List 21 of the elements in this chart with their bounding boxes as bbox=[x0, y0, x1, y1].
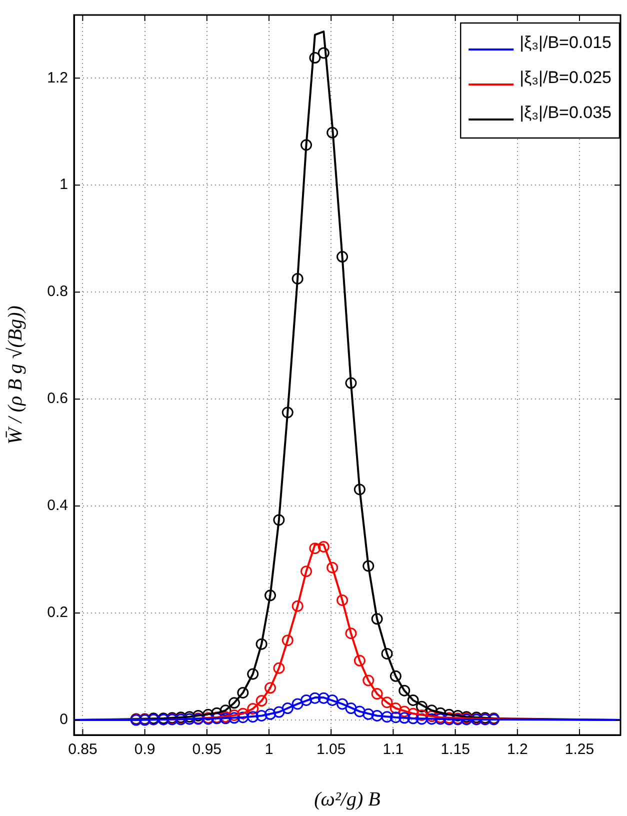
x-tick-label: 1 bbox=[264, 741, 274, 758]
y-tick-label: 0.4 bbox=[47, 497, 68, 514]
x-tick-label: 1.15 bbox=[440, 741, 470, 758]
x-tick-label: 1.2 bbox=[506, 741, 528, 758]
x-tick-label: 1.1 bbox=[382, 741, 404, 758]
y-tick-label: 0.8 bbox=[47, 283, 68, 300]
x-tick-label: 1.25 bbox=[564, 741, 594, 758]
y-tick-label: 1 bbox=[60, 176, 68, 194]
x-axis-title: (ω²/g) B bbox=[314, 788, 380, 810]
x-tick-label: 1.05 bbox=[316, 741, 346, 758]
x-tick-label: 0.95 bbox=[192, 741, 222, 758]
legend-label: |ξ₃|/B=0.025 bbox=[520, 68, 612, 88]
y-axis-title: W̄ / (ρ B g √(Bg)) bbox=[4, 305, 26, 444]
x-tick-label: 0.85 bbox=[68, 741, 98, 758]
x-tick-label: 0.9 bbox=[134, 741, 156, 758]
legend-label: |ξ₃|/B=0.035 bbox=[520, 103, 612, 122]
y-tick-label: 0.6 bbox=[47, 390, 68, 408]
y-tick-label: 0.2 bbox=[47, 604, 68, 622]
legend-label: |ξ₃|/B=0.015 bbox=[520, 33, 612, 52]
y-tick-label: 1.2 bbox=[47, 69, 68, 86]
y-tick-label: 0 bbox=[60, 711, 68, 728]
